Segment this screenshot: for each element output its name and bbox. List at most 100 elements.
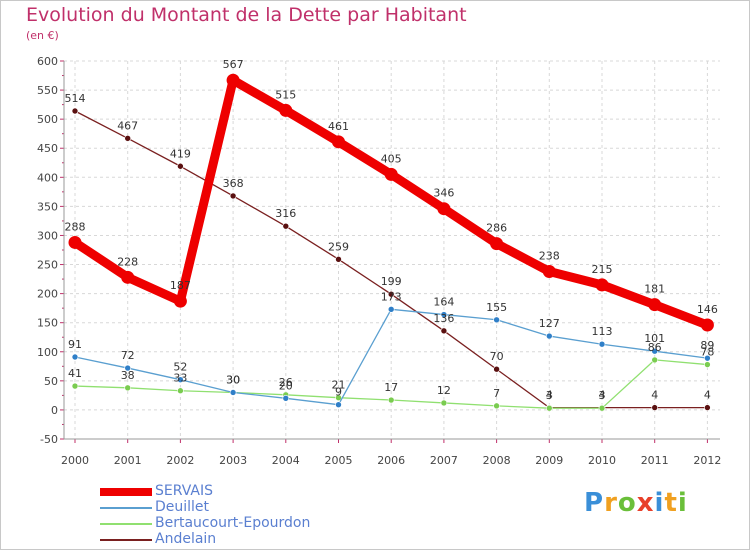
data-label: 86 (648, 341, 662, 354)
y-tick-label: 50 (44, 375, 58, 388)
data-point (440, 311, 448, 318)
data-label: 113 (592, 325, 613, 338)
y-tick-label: 450 (37, 142, 58, 155)
data-label: 21 (332, 379, 346, 392)
data-point (335, 394, 342, 402)
data-label: 187 (170, 279, 191, 292)
data-label: 514 (65, 92, 86, 105)
y-tick-label: 150 (37, 317, 58, 330)
x-tick-label: 2004 (272, 454, 300, 467)
y-tick-label: 550 (37, 84, 58, 97)
logo-letter: x (636, 488, 655, 518)
data-point (177, 376, 184, 383)
data-label: 199 (381, 275, 402, 288)
data-label: 181 (644, 283, 665, 296)
data-label: 4 (546, 389, 553, 402)
data-label: 567 (223, 58, 244, 71)
data-label: 155 (486, 301, 507, 314)
y-tick-label: 300 (37, 229, 58, 242)
logo-letter: i (677, 488, 688, 518)
x-tick-label: 2003 (219, 454, 247, 467)
data-label: 146 (697, 303, 718, 316)
data-point (332, 135, 345, 149)
data-point (440, 399, 448, 407)
data-point (279, 103, 293, 117)
legend-label: Andelain (155, 531, 217, 547)
data-point (440, 327, 448, 335)
data-point (229, 389, 237, 396)
data-label: 419 (170, 147, 191, 160)
logo-letter: i (654, 488, 665, 518)
data-point (124, 135, 131, 142)
x-tick-label: 2008 (483, 454, 511, 467)
data-label: 316 (275, 207, 296, 220)
x-tick-label: 2001 (114, 454, 142, 467)
data-label: 41 (68, 367, 82, 380)
data-point (173, 294, 187, 308)
data-label: 368 (223, 177, 244, 190)
data-label: 286 (486, 222, 507, 235)
data-label: 52 (173, 361, 187, 374)
data-point (121, 270, 135, 284)
chart-title: Evolution du Montant de la Dette par Hab… (26, 4, 467, 26)
data-label: 12 (437, 384, 451, 397)
data-point (437, 202, 451, 216)
series-lines (68, 73, 714, 412)
data-point (335, 256, 342, 263)
data-label: 515 (275, 88, 296, 101)
data-point (71, 107, 79, 115)
data-point (124, 364, 131, 372)
data-point (282, 222, 290, 230)
data-point (493, 402, 500, 410)
data-label: 215 (592, 263, 613, 276)
data-point (545, 404, 553, 412)
tick-labels: -50 0 50 100 150 200 250 300 350 400 450 500 550 600 2… (37, 55, 721, 467)
data-label: 228 (117, 255, 138, 268)
legend-swatch (100, 507, 152, 509)
data-label: 4 (651, 389, 658, 402)
x-tick-label: 2010 (588, 454, 616, 467)
x-tick-label: 2006 (377, 454, 405, 467)
x-tick-label: 2005 (325, 454, 353, 467)
data-label: 127 (539, 317, 560, 330)
data-label: 461 (328, 120, 349, 133)
x-tick-label: 2002 (166, 454, 194, 467)
data-label: 17 (384, 381, 398, 394)
legend-label: Deuillet (155, 499, 210, 515)
y-tick-label: 400 (37, 171, 58, 184)
data-label: 26 (279, 376, 293, 389)
data-label: 288 (65, 220, 86, 233)
data-point (545, 332, 553, 340)
data-point (651, 404, 659, 411)
legend-label: SERVAIS (155, 483, 213, 499)
data-point (704, 354, 711, 362)
data-label: 405 (381, 152, 402, 165)
logo-letter: t (664, 488, 678, 518)
data-label: 4 (704, 389, 711, 402)
data-label: 89 (700, 339, 714, 352)
data-point (542, 265, 556, 279)
x-tick-label: 2009 (535, 454, 563, 467)
data-label: 101 (644, 332, 665, 345)
logo-letter: P (584, 488, 605, 518)
x-tick-label: 2011 (641, 454, 669, 467)
logo-letter: r (604, 488, 618, 518)
data-label: 164 (433, 296, 454, 309)
data-point (700, 318, 714, 332)
y-tick-label: -50 (40, 433, 58, 446)
data-point (493, 316, 500, 324)
data-label: 20 (279, 379, 293, 392)
y-tick-label: 600 (37, 55, 58, 68)
data-point (387, 396, 395, 404)
data-point (651, 347, 659, 355)
data-label: 38 (121, 369, 135, 382)
data-point (124, 384, 131, 392)
data-label: 346 (433, 187, 454, 200)
data-point (651, 356, 659, 364)
data-point (490, 237, 504, 251)
data-point (704, 361, 711, 368)
data-point (384, 167, 398, 181)
y-tick-label: 200 (37, 288, 58, 301)
data-point (387, 306, 395, 313)
